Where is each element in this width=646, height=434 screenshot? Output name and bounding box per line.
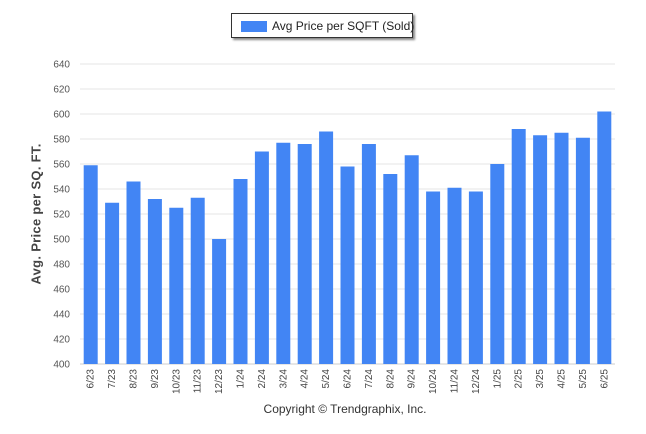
x-tick-label: 11/23 [193,369,204,394]
bar-10-23 [169,207,184,364]
x-tick-label: 3/24 [278,369,289,389]
bar-1-25 [490,164,505,364]
x-tick-label: 4/25 [557,369,568,389]
y-tick-label: 440 [53,310,70,321]
y-tick-label: 560 [53,160,70,171]
bar-10-24 [426,191,441,364]
bar-12-23 [212,239,227,364]
legend-label: Avg Price per SQFT (Sold) [272,19,415,33]
y-tick-label: 620 [53,85,70,96]
x-tick-label: 12/24 [471,369,482,394]
x-tick-label: 11/24 [450,369,461,394]
bar-11-23 [190,197,205,364]
bar-8-23 [126,181,141,364]
bar-6-24 [340,166,355,364]
bar-1-24 [233,179,248,364]
y-tick-label: 460 [53,285,70,296]
bar-5-24 [319,131,334,364]
x-tick-label: 3/25 [535,369,546,389]
bar-2-25 [511,129,526,364]
bar-6-23 [83,165,98,364]
x-tick-label: 10/23 [171,369,182,394]
bar-3-25 [533,135,548,364]
x-tick-label: 7/23 [107,369,118,389]
bar-8-24 [383,174,398,364]
x-tick-label: 6/23 [86,369,97,389]
x-tick-label: 10/24 [428,369,439,394]
bar-9-24 [404,155,419,364]
x-tick-label: 4/24 [300,369,311,389]
bar-9-23 [147,199,162,364]
y-tick-label: 400 [53,360,70,371]
x-tick-label: 8/24 [385,369,396,389]
x-tick-label: 9/23 [150,369,161,389]
bar-6-25 [597,111,612,364]
x-tick-label: 7/24 [364,369,375,389]
x-tick-label: 12/23 [214,369,225,394]
bar-3-24 [276,142,291,364]
y-tick-label: 420 [53,335,70,346]
x-tick-label: 2/25 [514,369,525,389]
x-tick-label: 6/24 [343,369,354,389]
bar-2-24 [254,151,269,364]
y-tick-label: 500 [53,235,70,246]
bar-12-24 [468,191,483,364]
bar-7-24 [361,144,376,364]
bar-7-23 [105,202,120,364]
x-tick-label: 1/24 [236,369,247,389]
y-tick-label: 580 [53,135,70,146]
bar-5-25 [575,137,590,364]
x-tick-label: 5/25 [578,369,589,389]
x-tick-label: 1/25 [492,369,503,389]
y-tick-label: 480 [53,260,70,271]
y-tick-label: 520 [53,210,70,221]
x-tick-label: 5/24 [321,369,332,389]
x-tick-label: 8/23 [129,369,140,389]
x-tick-label: 2/24 [257,369,268,389]
y-tick-label: 540 [53,185,70,196]
legend-swatch [241,21,267,32]
y-tick-label: 600 [53,110,70,121]
copyright-text: Copyright © Trendgraphix, Inc. [263,402,427,416]
bar-11-24 [447,187,462,364]
bar-4-25 [554,132,569,364]
y-tick-label: 640 [53,60,70,71]
x-tick-label: 6/25 [599,369,610,389]
x-tick-label: 9/24 [407,369,418,389]
bar-4-24 [297,144,312,364]
legend: Avg Price per SQFT (Sold) [231,13,415,38]
